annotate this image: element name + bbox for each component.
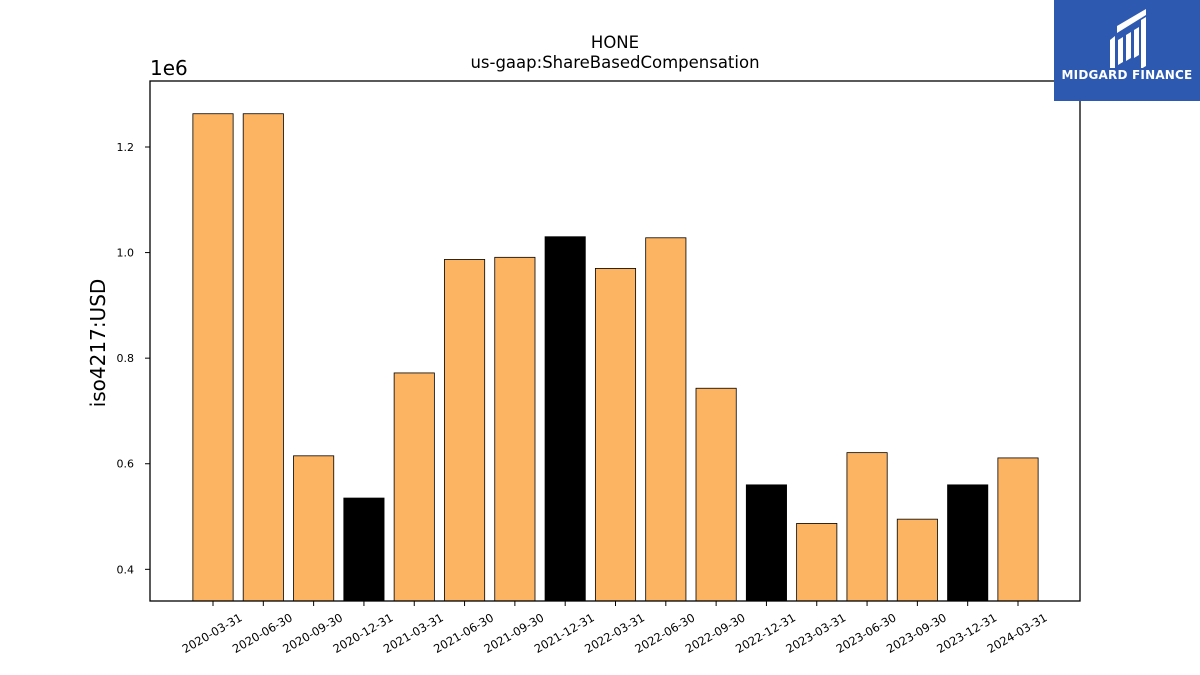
y-tick-label: 0.8 xyxy=(117,352,135,365)
bar-2021-06-30 xyxy=(444,259,486,602)
bar-2023-12-31 xyxy=(947,484,989,602)
bars-group xyxy=(192,113,1039,602)
y-tick-label: 0.4 xyxy=(117,563,135,576)
bar-2021-12-31 xyxy=(544,236,586,602)
bar-2022-12-31 xyxy=(745,484,787,602)
logo-text: MIDGARD FINANCE xyxy=(1061,68,1193,82)
bar-2024-03-31 xyxy=(997,457,1039,602)
chart-title: HONE xyxy=(591,33,639,52)
midgard-logo-icon xyxy=(1110,9,1146,68)
bar-2023-06-30 xyxy=(846,452,888,602)
bar-2020-12-31 xyxy=(343,497,385,602)
bar-2021-03-31 xyxy=(393,372,435,602)
bar-2022-09-30 xyxy=(695,387,737,602)
y-tick-label: 0.6 xyxy=(117,458,135,471)
bar-2020-03-31 xyxy=(192,113,234,602)
bar-2022-06-30 xyxy=(645,237,687,602)
bar-2023-03-31 xyxy=(796,523,838,602)
bar-2023-09-30 xyxy=(896,518,938,602)
y-axis-label: iso4217:USD xyxy=(86,279,110,408)
x-ticks-group: 2020-03-312020-06-302020-09-302020-12-31… xyxy=(180,601,1050,656)
y-tick-label: 1.0 xyxy=(117,247,135,260)
y-scale-label: 1e6 xyxy=(150,56,188,80)
bar-2020-09-30 xyxy=(293,455,335,602)
y-ticks-group: 0.4 0.6 0.8 1.0 1.2 xyxy=(117,141,150,576)
bar-2022-03-31 xyxy=(594,268,637,602)
plot-frame xyxy=(149,80,1081,602)
y-tick-label: 1.2 xyxy=(117,141,135,154)
bar-2020-06-30 xyxy=(242,113,284,602)
bar-2021-09-30 xyxy=(494,256,536,602)
brand-logo: MIDGARD FINANCE xyxy=(1054,0,1200,101)
chart-subtitle: us-gaap:ShareBasedCompensation xyxy=(470,53,759,72)
